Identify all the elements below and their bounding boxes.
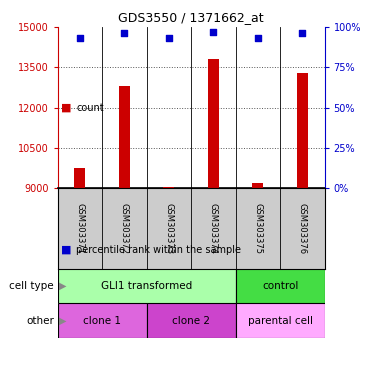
Text: GSM303372: GSM303372 [120, 203, 129, 254]
Bar [297, 73, 308, 188]
Point [166, 35, 172, 41]
Text: GSM303373: GSM303373 [164, 203, 173, 254]
Bar [58, 303, 147, 338]
Text: ■: ■ [61, 245, 72, 255]
Point [77, 35, 83, 41]
Text: ▶: ▶ [59, 316, 67, 326]
Text: cell type: cell type [9, 281, 54, 291]
Text: GSM303374: GSM303374 [209, 203, 218, 254]
Bar [74, 168, 85, 188]
Point [121, 30, 127, 36]
Text: percentile rank within the sample: percentile rank within the sample [76, 245, 241, 255]
Bar [208, 59, 219, 188]
Text: GLI1 transformed: GLI1 transformed [101, 281, 192, 291]
Text: GSM303371: GSM303371 [75, 203, 84, 254]
Bar [147, 303, 236, 338]
Text: clone 2: clone 2 [172, 316, 210, 326]
Bar [163, 187, 174, 188]
Text: ▶: ▶ [59, 281, 67, 291]
Text: ■: ■ [61, 103, 72, 113]
Text: parental cell: parental cell [247, 316, 313, 326]
Bar [252, 183, 263, 188]
Text: clone 1: clone 1 [83, 316, 121, 326]
Point [299, 30, 305, 36]
Text: GSM303375: GSM303375 [253, 203, 262, 254]
Bar [58, 269, 236, 303]
Text: GSM303376: GSM303376 [298, 203, 307, 254]
Point [210, 29, 216, 35]
Bar [119, 86, 130, 188]
Text: other: other [26, 316, 54, 326]
Bar [236, 269, 325, 303]
Text: control: control [262, 281, 298, 291]
Text: count: count [76, 103, 104, 113]
Bar [236, 303, 325, 338]
Point [255, 35, 261, 41]
Title: GDS3550 / 1371662_at: GDS3550 / 1371662_at [118, 11, 264, 24]
